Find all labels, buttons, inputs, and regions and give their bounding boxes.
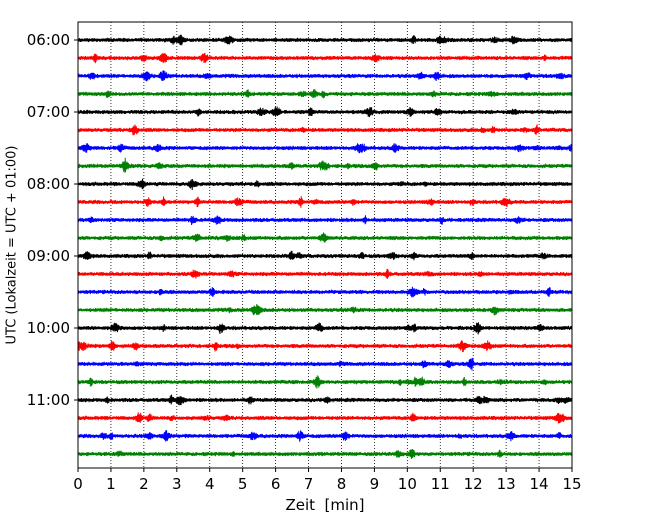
- trace-0745: [77, 157, 573, 173]
- trace-0615: [77, 52, 573, 64]
- x-tick-label: 12: [464, 475, 483, 493]
- trace-1000: [77, 322, 573, 335]
- trace-group: [77, 34, 573, 459]
- trace-1115: [77, 412, 573, 424]
- y-tick-label: 06:00: [27, 31, 70, 49]
- x-tick-label: 13: [497, 475, 516, 493]
- trace-1015: [77, 340, 573, 353]
- x-tick-label: 4: [205, 475, 215, 493]
- trace-1145: [77, 448, 573, 459]
- trace-1030: [77, 357, 573, 371]
- y-tick-label: 08:00: [27, 175, 70, 193]
- x-tick-label: 9: [370, 475, 380, 493]
- trace-0800: [77, 178, 573, 191]
- y-tick-label: 11:00: [27, 391, 70, 409]
- trace-0900: [77, 250, 573, 261]
- trace-0815: [77, 196, 573, 208]
- y-tick-label: 09:00: [27, 247, 70, 265]
- x-tick-label: 0: [73, 475, 83, 493]
- trace-0830: [77, 215, 573, 226]
- x-tick-label: 10: [398, 475, 417, 493]
- x-axis: 0 1 2 3 4 5 6 7 8 9 10 11 12 13 14 15: [73, 468, 582, 493]
- grid-lines: [110, 22, 540, 468]
- x-tick-label: 15: [562, 475, 581, 493]
- x-tick-label: 6: [271, 475, 281, 493]
- y-axis-label: UTC (Lokalzeit = UTC + 01:00): [5, 146, 20, 345]
- y-tick-label: 10:00: [27, 319, 70, 337]
- trace-0930: [77, 286, 573, 298]
- trace-0730: [77, 143, 573, 154]
- trace-0945: [77, 303, 573, 316]
- trace-0845: [77, 232, 573, 243]
- y-axis: 06:00 07:00 08:00 09:00 10:00 11:00: [27, 31, 78, 409]
- x-tick-label: 2: [139, 475, 149, 493]
- trace-0600: [77, 34, 573, 46]
- trace-0715: [77, 124, 573, 136]
- x-tick-label: 8: [337, 475, 347, 493]
- trace-0700: [77, 106, 573, 118]
- x-tick-label: 11: [431, 475, 450, 493]
- trace-0915: [77, 268, 573, 279]
- x-tick-label: 1: [106, 475, 116, 493]
- trace-0645: [77, 89, 573, 99]
- x-axis-label: Zeit [min]: [285, 496, 364, 514]
- trace-1045: [77, 375, 573, 389]
- y-tick-label: 07:00: [27, 103, 70, 121]
- trace-1100: [77, 394, 573, 406]
- x-tick-label: 3: [172, 475, 182, 493]
- trace-0630: [77, 70, 573, 82]
- x-tick-label: 7: [304, 475, 314, 493]
- plot-frame: [77, 21, 573, 469]
- trace-1130: [77, 430, 573, 442]
- x-tick-label: 5: [238, 475, 248, 493]
- x-tick-label: 14: [530, 475, 549, 493]
